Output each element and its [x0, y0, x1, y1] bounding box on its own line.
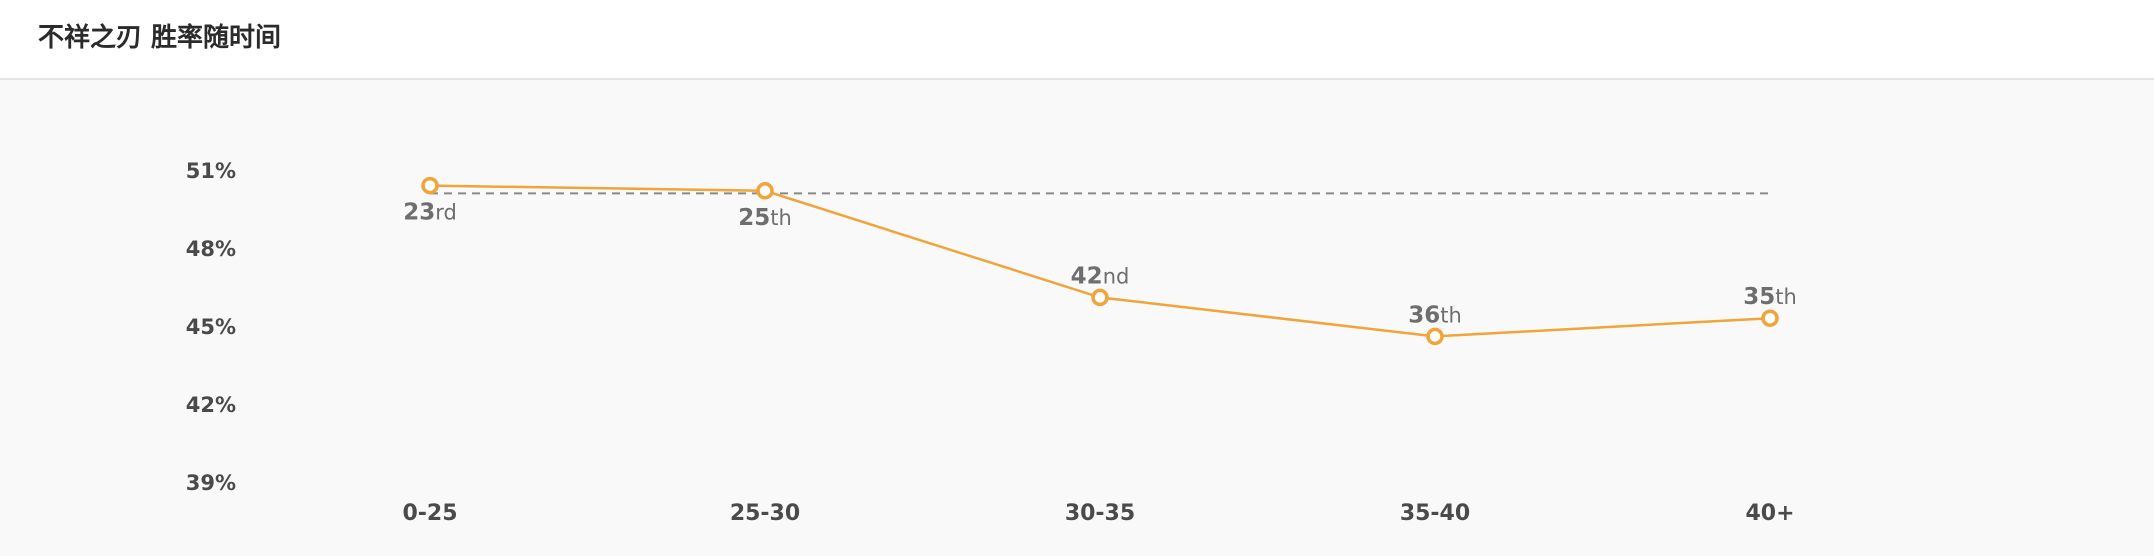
- rank-suffix: rd: [435, 201, 457, 225]
- x-tick-label: 35-40: [1400, 501, 1470, 526]
- series-line: [429, 184, 1771, 338]
- y-tick-label: 39%: [186, 471, 236, 495]
- rank-suffix: th: [770, 206, 792, 230]
- data-point[interactable]: [421, 176, 439, 195]
- rank-suffix: th: [1775, 285, 1797, 309]
- data-points: [421, 176, 1779, 346]
- x-tick-label: 40+: [1745, 501, 1794, 526]
- rank-label: 42nd: [1071, 263, 1130, 289]
- y-tick-label: 48%: [186, 237, 236, 261]
- chart-title: 不祥之刃 胜率随时间: [38, 23, 282, 53]
- rank-label: 35th: [1743, 284, 1797, 310]
- winrate-line-chart: 51% 48% 45% 42% 39% 0-25 25-30 30-35 35-40 40+ 2…: [186, 159, 1797, 526]
- y-tick-label: 42%: [186, 393, 236, 417]
- data-point[interactable]: [1426, 327, 1444, 346]
- data-point[interactable]: [1761, 309, 1779, 327]
- rank-suffix: nd: [1103, 264, 1130, 288]
- rank-label: 23rd: [403, 200, 457, 226]
- rank-label: 25th: [738, 205, 792, 231]
- rank-number: 42: [1071, 263, 1103, 289]
- x-tick-label: 30-35: [1065, 501, 1135, 526]
- rank-suffix: th: [1440, 303, 1462, 327]
- x-axis: 0-25 25-30 30-35 35-40 40+: [402, 501, 1794, 526]
- chart-header: 不祥之刃 胜率随时间: [0, 0, 2154, 80]
- rank-number: 36: [1408, 302, 1440, 328]
- data-point[interactable]: [756, 182, 774, 200]
- y-tick-label: 45%: [186, 315, 236, 339]
- y-axis: 51% 48% 45% 42% 39%: [186, 159, 236, 495]
- rank-number: 35: [1743, 284, 1775, 310]
- x-tick-label: 0-25: [402, 501, 457, 526]
- x-tick-label: 25-30: [730, 501, 800, 526]
- rank-label: 36th: [1408, 302, 1462, 328]
- chart-area: 51% 48% 45% 42% 39% 0-25 25-30 30-35 35-40 40+ 2…: [0, 80, 2154, 556]
- rank-number: 25: [738, 205, 770, 231]
- rank-number: 23: [403, 200, 435, 226]
- data-point[interactable]: [1091, 288, 1109, 307]
- y-tick-label: 51%: [186, 159, 236, 183]
